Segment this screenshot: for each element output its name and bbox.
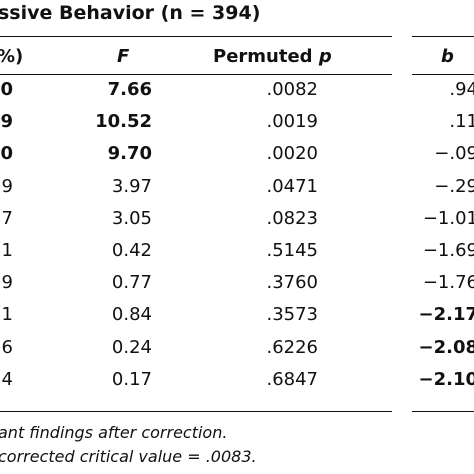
cell-b: −2.17	[418, 304, 474, 326]
cell-b: −.29	[434, 175, 474, 197]
cell-f: 0.17	[111, 368, 152, 390]
table-note-2: corrected critical value = .0083.	[0, 447, 257, 466]
cell-permuted-p: .6226	[266, 336, 318, 358]
cell-percent: 6	[1, 336, 13, 358]
cell-percent: 9	[0, 111, 13, 133]
cell-percent: 0	[0, 143, 13, 165]
bottom-rule-right	[412, 411, 474, 412]
cell-permuted-p: .3760	[266, 272, 318, 294]
title-rule-right	[412, 36, 474, 37]
cell-percent: 4	[1, 368, 13, 390]
cell-percent: 9	[1, 272, 13, 294]
cell-permuted-p: .0471	[266, 175, 318, 197]
cell-permuted-p: .3573	[266, 304, 318, 326]
cell-f: 7.66	[107, 79, 152, 100]
cell-f: 0.42	[111, 240, 152, 261]
cell-b: −1.76	[422, 272, 474, 294]
cell-f: 0.24	[111, 336, 152, 358]
table-note-1: ant findings after correction.	[0, 423, 228, 442]
header-percent: %)	[0, 46, 24, 67]
header-p-label: p	[318, 46, 332, 67]
cell-f: 0.84	[111, 304, 152, 326]
cell-b: −1.69	[422, 240, 474, 261]
cell-f: 3.97	[111, 175, 152, 197]
cell-b: −1.01	[422, 207, 474, 229]
header-b-label: b	[441, 46, 454, 67]
header-f: F	[117, 46, 129, 67]
cell-permuted-p: .6847	[266, 368, 318, 390]
cell-percent: 1	[1, 240, 13, 261]
cell-f: 0.77	[111, 272, 152, 294]
header-f-label: F	[117, 46, 130, 67]
cell-f: 9.70	[107, 143, 152, 165]
cell-permuted-p: .0082	[266, 79, 318, 100]
cell-f: 3.05	[111, 207, 152, 229]
cell-b: −2.10	[418, 368, 474, 390]
header-permuted-label: Permuted	[213, 46, 319, 67]
cell-permuted-p: .5145	[266, 240, 318, 261]
bottom-rule-left	[0, 411, 392, 412]
header-b: b	[441, 46, 454, 67]
cell-percent: 7	[1, 207, 13, 229]
cell-permuted-p: .0020	[266, 143, 318, 165]
cell-b: −2.08	[418, 336, 474, 358]
cell-permuted-p: .0823	[266, 207, 318, 229]
cell-b: −.09	[434, 143, 474, 165]
header-permuted-p: Permuted p	[213, 46, 332, 67]
cell-percent: 9	[1, 175, 13, 197]
header-rule-right	[412, 74, 474, 75]
cell-f: 10.52	[95, 111, 152, 133]
cell-b: .94	[449, 79, 474, 100]
header-rule-left	[0, 74, 392, 75]
cell-percent: 1	[1, 304, 13, 326]
cell-permuted-p: .0019	[266, 111, 318, 133]
table-title: ssive Behavior (n = 394)	[0, 2, 261, 24]
title-rule-left	[0, 36, 392, 37]
cell-percent: 0	[0, 79, 13, 100]
cell-b: .11	[449, 111, 474, 133]
